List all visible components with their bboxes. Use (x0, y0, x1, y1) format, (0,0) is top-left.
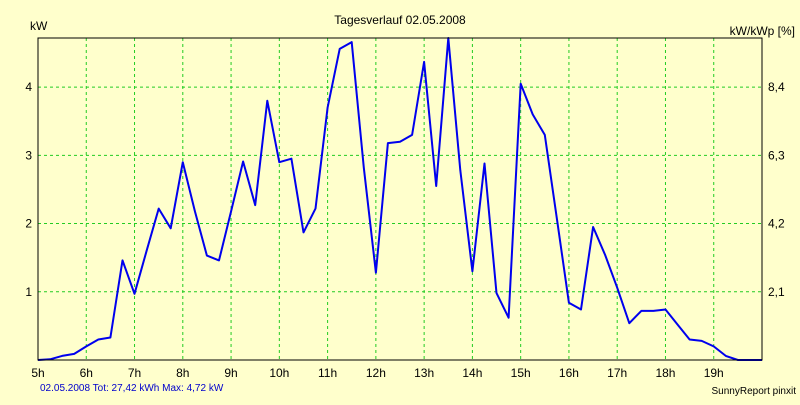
x-tick-label: 9h (224, 366, 237, 380)
tick-labels: 5h 6h 7h 8h 9h 10h 11h 12h 13h 14h 15h 16h 17h 18h 19h… (25, 80, 785, 380)
x-tick-label: 5h (31, 366, 44, 380)
x-tick-label: 19h (704, 366, 724, 380)
y-tick-label-left: 1 (25, 285, 32, 299)
y-tick-label-right: 2,1 (768, 285, 785, 299)
y-axis-right-label: kW/kWp [%] (730, 24, 795, 38)
x-tick-label: 15h (511, 366, 531, 380)
x-tick-label: 8h (176, 366, 189, 380)
plot-frame (37, 37, 763, 361)
x-tick-label: 10h (269, 366, 289, 380)
series-lines (37, 37, 762, 361)
x-tick-label: 12h (366, 366, 386, 380)
series-line (37, 37, 762, 361)
y-tick-label-right: 8,4 (768, 80, 785, 94)
x-tick-label: 17h (607, 366, 627, 380)
grid-lines (38, 38, 762, 360)
y-tick-label-left: 4 (25, 80, 32, 94)
y-axis-left-label: kW (30, 19, 48, 33)
footer-summary: 02.05.2008 Tot: 27,42 kWh Max: 4,72 kW (40, 383, 224, 394)
x-tick-label: 14h (462, 366, 482, 380)
chart-title: Tagesverlauf 02.05.2008 (334, 13, 466, 27)
footer-credit: SunnyReport pinxit (712, 386, 797, 397)
x-tick-label: 16h (559, 366, 579, 380)
y-tick-label-left: 2 (25, 217, 32, 231)
x-tick-label: 7h (128, 366, 141, 380)
y-tick-label-right: 4,2 (768, 217, 785, 231)
y-tick-label-left: 3 (25, 148, 32, 162)
x-tick-label: 18h (655, 366, 675, 380)
x-tick-label: 11h (318, 366, 337, 380)
y-tick-label-right: 6,3 (768, 148, 785, 162)
x-tick-label: 13h (414, 366, 434, 380)
x-tick-label: 6h (80, 366, 93, 380)
